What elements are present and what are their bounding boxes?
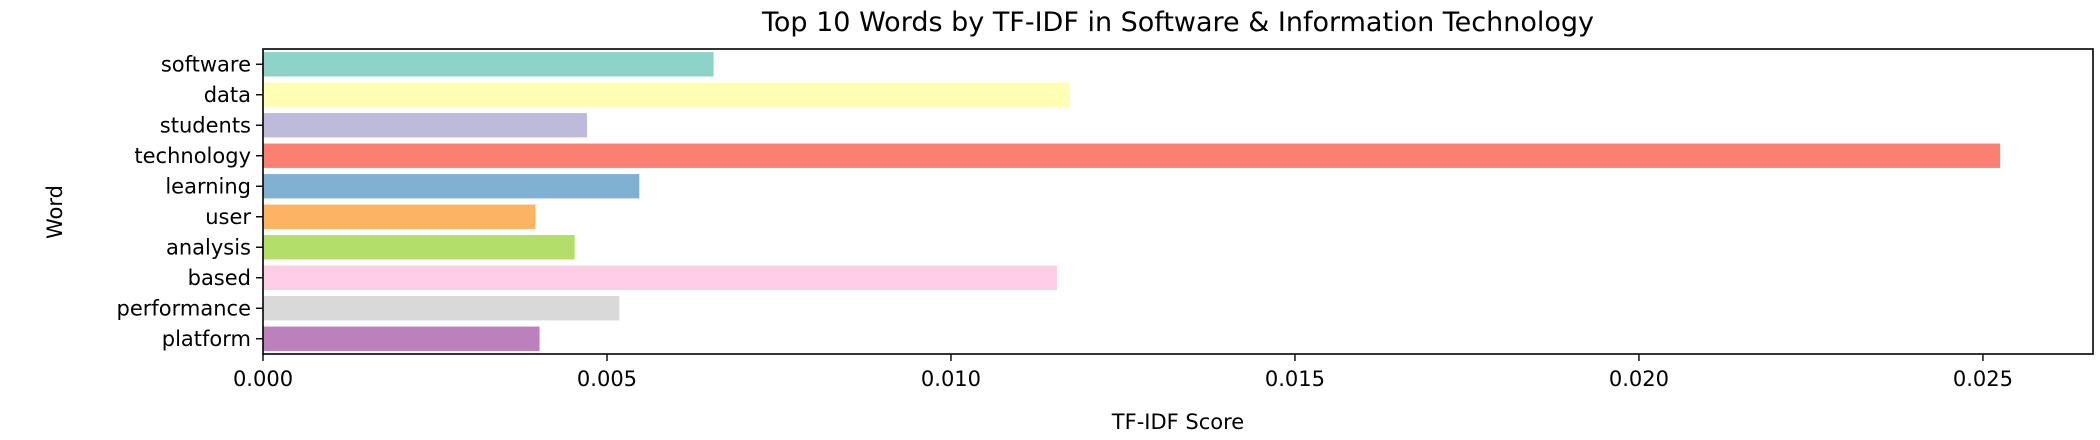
x-axis-ticks: 0.000 0.005 0.010 0.015 0.020 0.025 — [233, 354, 2013, 391]
x-tick-label: 0.000 — [233, 367, 293, 391]
bar-technology — [263, 143, 2001, 168]
bar-students — [263, 113, 588, 138]
y-axis-label: Word — [43, 185, 67, 239]
y-axis-ticks: software data students technology learning us… — [117, 52, 263, 351]
y-tick-label: analysis — [166, 235, 251, 259]
y-tick-label: based — [188, 266, 251, 290]
y-tick-label: technology — [134, 144, 251, 168]
x-tick-label: 0.005 — [577, 367, 637, 391]
y-tick-label: user — [205, 205, 251, 229]
x-tick-label: 0.025 — [1953, 367, 2013, 391]
x-tick-label: 0.020 — [1609, 367, 1669, 391]
bar-based — [263, 265, 1057, 290]
y-tick-label: students — [160, 113, 251, 137]
plot-frame — [262, 48, 2094, 355]
y-tick-label: data — [204, 83, 251, 107]
bar-performance — [263, 296, 620, 321]
chart-title: Top 10 Words by TF-IDF in Software & Inf… — [761, 7, 1594, 38]
x-axis-label: TF-IDF Score — [1111, 410, 1244, 434]
x-tick-label: 0.015 — [1265, 367, 1325, 391]
bar-learning — [263, 174, 640, 199]
x-tick-label: 0.010 — [921, 367, 981, 391]
y-tick-label: platform — [162, 327, 251, 351]
y-tick-label: performance — [117, 296, 252, 320]
bar-software — [263, 52, 714, 77]
bar-platform — [263, 326, 540, 351]
bar-data — [263, 82, 1070, 107]
bar-analysis — [263, 235, 575, 260]
y-tick-label: software — [161, 52, 251, 76]
y-tick-label: learning — [165, 174, 251, 198]
bars-group — [263, 52, 2001, 351]
bar-user — [263, 204, 536, 229]
